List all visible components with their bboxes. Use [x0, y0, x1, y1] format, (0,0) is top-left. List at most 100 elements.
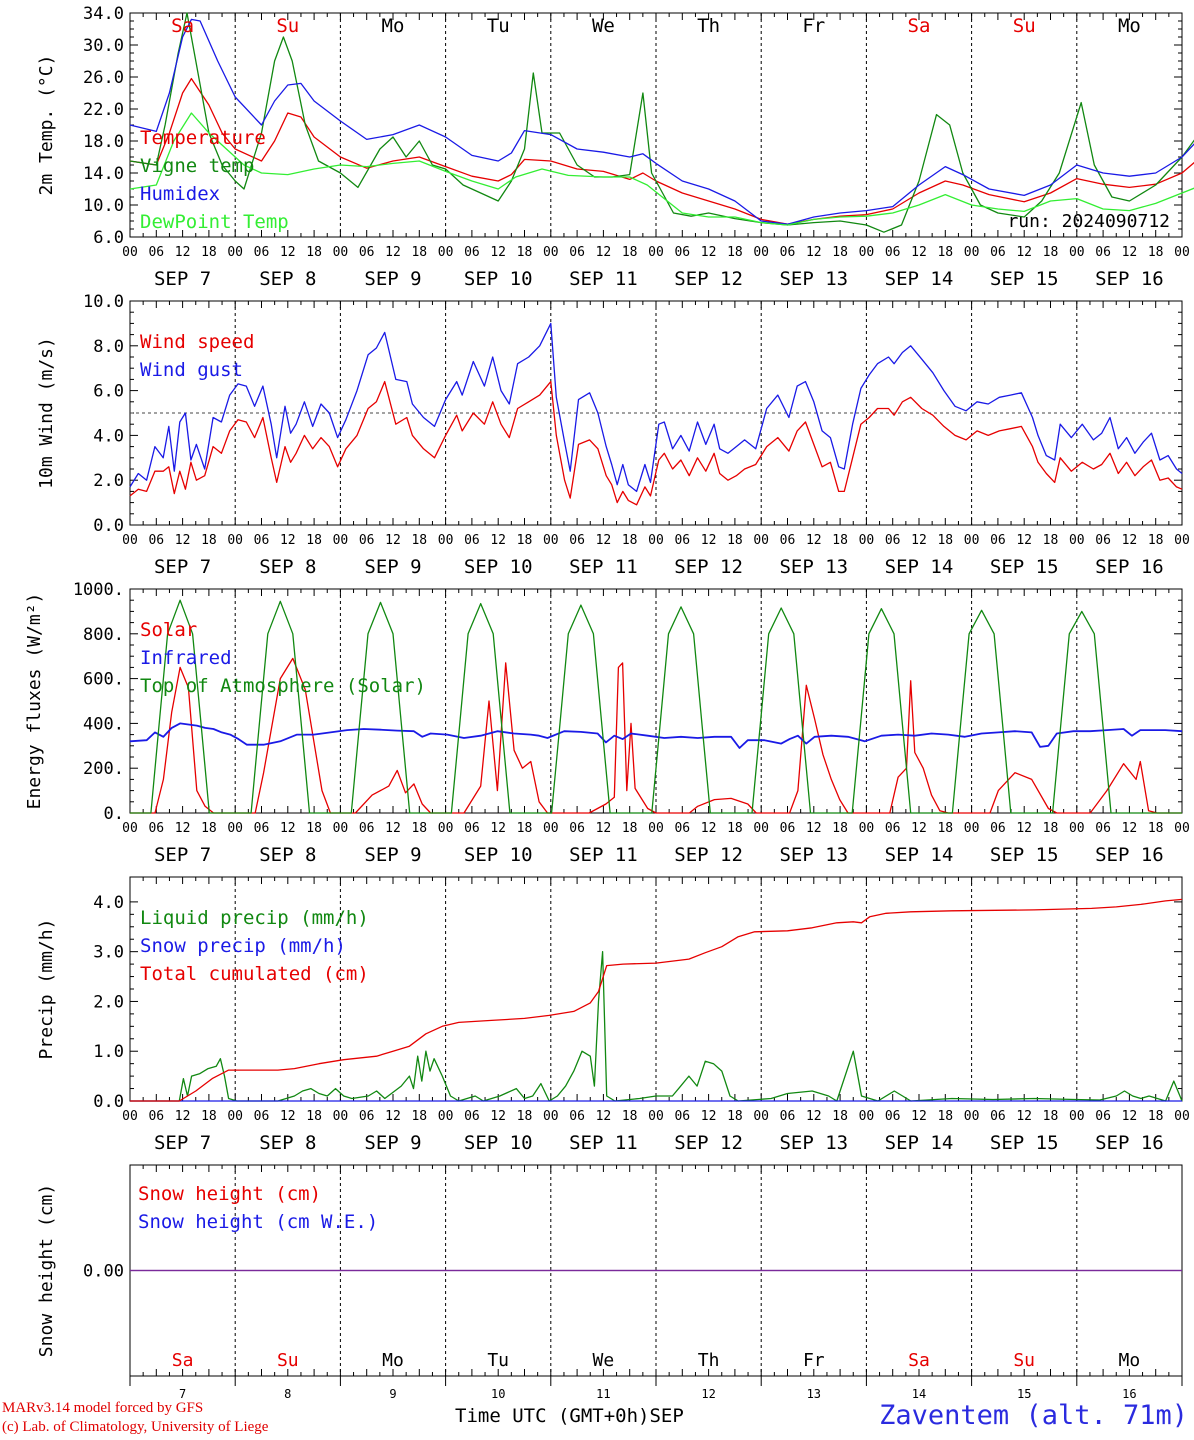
hour-tick-label: 18 [411, 245, 427, 260]
day-of-week-label: Tu [487, 15, 510, 37]
day-of-week-label: Fr [803, 1350, 825, 1371]
series-line [129, 380, 1183, 506]
hour-tick-label: 18 [306, 533, 322, 548]
hour-tick-label: 12 [596, 821, 612, 836]
hour-tick-label: 06 [148, 245, 164, 260]
hour-tick-label: 00 [438, 245, 454, 260]
date-label: SEP 13 [779, 556, 848, 578]
date-label: SEP 8 [259, 556, 316, 578]
hour-tick-label: 06 [464, 533, 480, 548]
hour-tick-label: 00 [227, 1109, 243, 1124]
date-label: SEP 8 [259, 844, 316, 866]
hour-tick-label: 00 [859, 533, 875, 548]
legend-entry: Infrared [140, 647, 232, 669]
y-tick-label: 0.0 [93, 516, 124, 536]
hour-tick-label: 00 [438, 821, 454, 836]
hour-tick-label: 12 [280, 821, 296, 836]
hour-tick-label: 18 [306, 821, 322, 836]
hour-tick-label: 00 [964, 245, 980, 260]
hour-tick-label: 12 [175, 245, 191, 260]
hour-tick-label: 06 [780, 533, 796, 548]
hour-tick-label: 00 [227, 821, 243, 836]
legend-entry: Snow precip (mm/h) [140, 935, 346, 957]
hour-tick-label: 18 [727, 1109, 743, 1124]
date-label: SEP 10 [464, 844, 533, 866]
hour-tick-label: 00 [543, 821, 559, 836]
hour-tick-label: 06 [359, 821, 375, 836]
hour-tick-label: 12 [596, 533, 612, 548]
date-label: SEP 16 [1095, 556, 1164, 578]
hour-tick-label: 06 [885, 533, 901, 548]
series-line [129, 77, 1194, 225]
date-label: SEP 10 [464, 1132, 533, 1154]
hour-tick-label: 12 [1016, 245, 1032, 260]
y-tick-label: 0.0 [93, 1092, 124, 1112]
legend-entry: Wind speed [140, 331, 254, 353]
hour-tick-label: 06 [148, 821, 164, 836]
hour-tick-label: 00 [753, 821, 769, 836]
legend-entry: Temperature [140, 127, 266, 149]
hour-tick-label: 00 [1174, 533, 1190, 548]
hour-tick-label: 18 [411, 1109, 427, 1124]
hour-tick-label: 06 [569, 245, 585, 260]
series-line [130, 657, 1182, 814]
hour-tick-label: 18 [517, 533, 533, 548]
hour-tick-label: 18 [1043, 533, 1059, 548]
hour-tick-label: 00 [753, 533, 769, 548]
x-axis-title: Time UTC (GMT+0h)SEP [455, 1405, 684, 1427]
y-tick-label: 6.0 [93, 228, 124, 248]
hour-tick-label: 06 [885, 821, 901, 836]
hour-tick-label: 06 [464, 821, 480, 836]
y-tick-label: 8.0 [93, 337, 124, 357]
hour-tick-label: 06 [464, 1109, 480, 1124]
y-tick-label: 18.0 [83, 132, 124, 152]
hour-tick-label: 06 [359, 1109, 375, 1124]
hour-tick-label: 00 [859, 821, 875, 836]
hour-tick-label: 06 [780, 245, 796, 260]
day-number-label: 7 [179, 1387, 186, 1401]
date-label: SEP 15 [990, 556, 1059, 578]
hour-tick-label: 00 [333, 245, 349, 260]
hour-tick-label: 12 [280, 1109, 296, 1124]
hour-tick-label: 00 [964, 821, 980, 836]
hour-tick-label: 12 [1016, 533, 1032, 548]
hour-tick-label: 06 [569, 1109, 585, 1124]
hour-tick-label: 06 [885, 1109, 901, 1124]
hour-tick-label: 12 [385, 533, 401, 548]
hour-tick-label: 12 [175, 533, 191, 548]
date-label: SEP 11 [569, 268, 638, 290]
hour-tick-label: 06 [359, 245, 375, 260]
date-label: SEP 8 [259, 268, 316, 290]
hour-tick-label: 06 [1095, 821, 1111, 836]
hour-tick-label: 06 [569, 533, 585, 548]
hour-tick-label: 00 [438, 1109, 454, 1124]
hour-tick-label: 12 [490, 821, 506, 836]
day-of-week-label: Su [277, 1350, 299, 1371]
day-of-week-label: Su [1013, 15, 1036, 37]
y-axis-title: Snow height (cm) [36, 1184, 57, 1357]
day-of-week-label: We [592, 15, 615, 37]
series-line [129, 722, 1183, 749]
hour-tick-label: 06 [674, 533, 690, 548]
hour-tick-label: 18 [411, 821, 427, 836]
date-label: SEP 9 [364, 556, 421, 578]
hour-tick-label: 00 [964, 1109, 980, 1124]
day-of-week-label: Th [697, 15, 720, 37]
hour-tick-label: 12 [175, 1109, 191, 1124]
date-label: SEP 14 [885, 1132, 954, 1154]
date-label: SEP 7 [154, 556, 211, 578]
hour-tick-label: 00 [543, 533, 559, 548]
hour-tick-label: 06 [780, 821, 796, 836]
day-of-week-label: Sa [908, 15, 931, 37]
day-of-week-label: Su [276, 15, 299, 37]
hour-tick-label: 18 [727, 821, 743, 836]
y-tick-label: 3.0 [93, 943, 124, 963]
date-label: SEP 10 [464, 268, 533, 290]
date-label: SEP 11 [569, 1132, 638, 1154]
hour-tick-label: 12 [596, 245, 612, 260]
date-label: SEP 11 [569, 844, 638, 866]
hour-tick-label: 18 [1148, 533, 1164, 548]
hour-tick-label: 12 [385, 245, 401, 260]
hour-tick-label: 00 [1069, 245, 1085, 260]
hour-tick-label: 06 [990, 533, 1006, 548]
